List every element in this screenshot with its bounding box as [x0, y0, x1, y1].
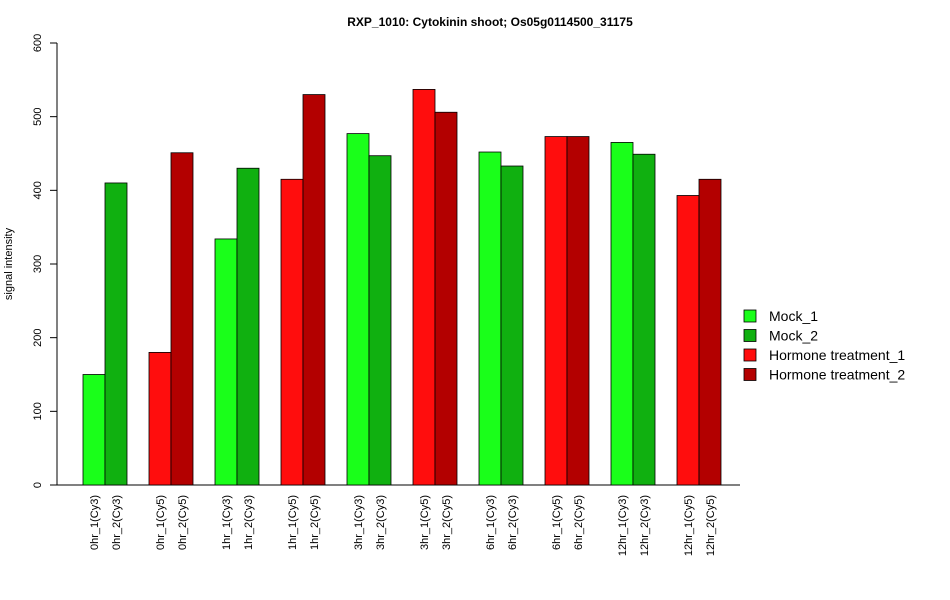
bar [236, 167, 260, 486]
x-axis: 0hr_1(Cy3) 0hr_2(Cy3) 0hr_1(Cy5) 0hr_2(Cy5)… [57, 484, 740, 556]
x-tick-label: 6hr_1(Cy3) [485, 495, 497, 550]
bar [632, 153, 656, 486]
y-tick-label: 100 [32, 402, 44, 420]
bar [170, 152, 194, 486]
bar [566, 136, 590, 486]
x-tick-label: 6hr_2(Cy3) [507, 495, 519, 550]
bar [544, 136, 568, 486]
bars-group [82, 89, 722, 486]
bar [82, 374, 106, 486]
x-tick-label: 0hr_2(Cy3) [111, 495, 123, 550]
legend-label: Hormone treatment_1 [769, 347, 905, 363]
y-tick-label: 500 [32, 107, 44, 125]
x-tick-label: 12hr_1(Cy3) [617, 495, 629, 556]
x-tick-label: 6hr_2(Cy5) [573, 495, 585, 550]
bar [698, 178, 722, 486]
y-axis: 0 100 200 300 400 500 600 [32, 34, 58, 488]
legend-label: Mock_1 [769, 308, 818, 324]
x-tick-label: 6hr_1(Cy5) [551, 495, 563, 550]
x-tick-label: 1hr_1(Cy5) [287, 495, 299, 550]
x-tick-label: 3hr_1(Cy3) [353, 495, 365, 550]
bar [104, 182, 128, 486]
bar [280, 178, 304, 486]
bar [368, 155, 392, 486]
chart-title: RXP_1010: Cytokinin shoot; Os05g0114500_… [347, 15, 633, 29]
bar [610, 142, 634, 486]
y-axis-label: signal intensity [3, 227, 15, 300]
x-tick-label: 1hr_1(Cy3) [221, 495, 233, 550]
legend-label: Hormone treatment_2 [769, 367, 905, 383]
legend-swatch [743, 348, 757, 362]
legend: Mock_1 Mock_2 Hormone treatment_1 Hormone t… [743, 308, 905, 383]
y-tick-label: 200 [32, 328, 44, 346]
bar [412, 89, 436, 486]
x-tick-label: 3hr_2(Cy5) [441, 495, 453, 550]
x-tick-label: 1hr_2(Cy5) [309, 495, 321, 550]
bar [346, 133, 370, 486]
x-tick-label: 12hr_2(Cy5) [705, 495, 717, 556]
x-tick-label: 12hr_1(Cy5) [683, 495, 695, 556]
y-tick-label: 0 [32, 482, 44, 488]
legend-swatch [743, 368, 757, 381]
x-tick-label: 3hr_2(Cy3) [375, 495, 387, 550]
bar [302, 94, 326, 486]
x-tick-label: 3hr_1(Cy5) [419, 495, 431, 550]
bar [214, 238, 238, 486]
bar [478, 151, 502, 486]
legend-label: Mock_2 [769, 328, 818, 344]
bar [148, 351, 172, 486]
y-tick-label: 300 [32, 255, 44, 273]
legend-swatch [743, 309, 757, 323]
x-tick-label: 0hr_1(Cy3) [89, 495, 101, 550]
bar [500, 165, 524, 486]
bar [434, 111, 458, 486]
x-tick-label: 0hr_1(Cy5) [155, 495, 167, 550]
y-tick-label: 600 [32, 34, 44, 52]
x-tick-label: 12hr_2(Cy3) [639, 495, 651, 556]
x-tick-label: 0hr_2(Cy5) [177, 495, 189, 550]
bar [676, 195, 700, 486]
x-tick-label: 1hr_2(Cy3) [243, 495, 255, 550]
legend-swatch [743, 329, 757, 342]
y-tick-label: 400 [32, 181, 44, 199]
